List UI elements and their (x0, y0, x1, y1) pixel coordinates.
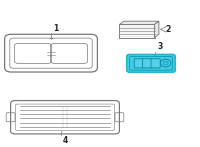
FancyBboxPatch shape (127, 54, 175, 72)
Text: 1: 1 (53, 24, 59, 33)
Polygon shape (120, 21, 159, 24)
Text: 4: 4 (63, 136, 68, 145)
FancyBboxPatch shape (119, 24, 155, 38)
FancyBboxPatch shape (134, 59, 143, 68)
Circle shape (163, 61, 168, 65)
FancyBboxPatch shape (143, 59, 152, 68)
Text: 3: 3 (157, 42, 163, 51)
FancyBboxPatch shape (151, 59, 160, 68)
Polygon shape (155, 21, 159, 37)
Circle shape (160, 59, 171, 67)
Text: 2: 2 (165, 25, 171, 34)
